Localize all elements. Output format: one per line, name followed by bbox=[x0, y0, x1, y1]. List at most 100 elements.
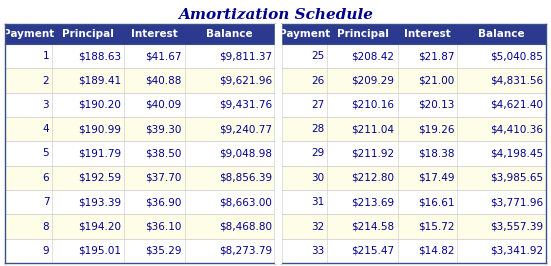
Text: $209.29: $209.29 bbox=[352, 76, 395, 85]
Text: $191.79: $191.79 bbox=[78, 148, 121, 159]
Text: $9,431.76: $9,431.76 bbox=[219, 100, 272, 110]
Text: $8,468.80: $8,468.80 bbox=[219, 222, 272, 231]
Text: Balance: Balance bbox=[207, 29, 253, 39]
Text: $16.61: $16.61 bbox=[418, 197, 454, 207]
Text: $9,048.98: $9,048.98 bbox=[219, 148, 272, 159]
Text: Amortization Schedule: Amortization Schedule bbox=[178, 8, 373, 22]
Text: $212.80: $212.80 bbox=[352, 173, 395, 183]
Text: $190.99: $190.99 bbox=[78, 124, 121, 134]
Text: $188.63: $188.63 bbox=[78, 51, 121, 61]
Bar bbox=[281, 24, 546, 44]
Text: $9,811.37: $9,811.37 bbox=[219, 51, 272, 61]
Text: $211.92: $211.92 bbox=[352, 148, 395, 159]
Text: $38.50: $38.50 bbox=[145, 148, 181, 159]
Bar bbox=[5, 24, 275, 44]
Text: $19.26: $19.26 bbox=[418, 124, 454, 134]
Text: 1: 1 bbox=[42, 51, 49, 61]
Text: $214.58: $214.58 bbox=[352, 222, 395, 231]
Text: $37.70: $37.70 bbox=[145, 173, 181, 183]
Bar bbox=[5, 68, 275, 93]
Bar bbox=[5, 214, 275, 239]
Text: 6: 6 bbox=[42, 173, 49, 183]
Text: $9,621.96: $9,621.96 bbox=[219, 76, 272, 85]
Text: 2: 2 bbox=[42, 76, 49, 85]
Bar bbox=[281, 239, 546, 263]
Bar bbox=[5, 117, 275, 141]
Text: 31: 31 bbox=[311, 197, 325, 207]
Text: $213.69: $213.69 bbox=[352, 197, 395, 207]
Bar bbox=[281, 214, 546, 239]
Text: 29: 29 bbox=[311, 148, 325, 159]
Bar bbox=[281, 190, 546, 214]
Text: $189.41: $189.41 bbox=[78, 76, 121, 85]
Text: $211.04: $211.04 bbox=[352, 124, 395, 134]
Text: 32: 32 bbox=[311, 222, 325, 231]
Text: $36.10: $36.10 bbox=[145, 222, 181, 231]
Bar bbox=[5, 93, 275, 117]
Text: Payment: Payment bbox=[279, 29, 330, 39]
Text: $17.49: $17.49 bbox=[418, 173, 454, 183]
Bar bbox=[275, 24, 281, 263]
Bar bbox=[281, 44, 546, 68]
Text: $8,273.79: $8,273.79 bbox=[219, 246, 272, 256]
Text: $3,557.39: $3,557.39 bbox=[490, 222, 543, 231]
Text: $192.59: $192.59 bbox=[78, 173, 121, 183]
Text: $208.42: $208.42 bbox=[352, 51, 395, 61]
Text: 30: 30 bbox=[311, 173, 325, 183]
Text: 28: 28 bbox=[311, 124, 325, 134]
Text: 33: 33 bbox=[311, 246, 325, 256]
Text: $15.72: $15.72 bbox=[418, 222, 454, 231]
Bar bbox=[5, 239, 275, 263]
Text: $18.38: $18.38 bbox=[418, 148, 454, 159]
Text: $39.30: $39.30 bbox=[145, 124, 181, 134]
Bar bbox=[5, 141, 275, 166]
Text: 4: 4 bbox=[42, 124, 49, 134]
Text: $195.01: $195.01 bbox=[78, 246, 121, 256]
Text: $8,856.39: $8,856.39 bbox=[219, 173, 272, 183]
Text: Interest: Interest bbox=[404, 29, 451, 39]
Text: $9,240.77: $9,240.77 bbox=[219, 124, 272, 134]
Text: $21.87: $21.87 bbox=[418, 51, 454, 61]
Text: $4,410.36: $4,410.36 bbox=[490, 124, 543, 134]
Text: $215.47: $215.47 bbox=[352, 246, 395, 256]
Text: 26: 26 bbox=[311, 76, 325, 85]
Text: $20.13: $20.13 bbox=[418, 100, 454, 110]
Text: Principal: Principal bbox=[62, 29, 114, 39]
Text: $8,663.00: $8,663.00 bbox=[219, 197, 272, 207]
Text: $190.20: $190.20 bbox=[78, 100, 121, 110]
Text: $194.20: $194.20 bbox=[78, 222, 121, 231]
Text: Balance: Balance bbox=[478, 29, 525, 39]
Bar bbox=[281, 117, 546, 141]
Text: $36.90: $36.90 bbox=[145, 197, 181, 207]
Bar bbox=[281, 68, 546, 93]
Text: $3,771.96: $3,771.96 bbox=[490, 197, 543, 207]
Bar bbox=[281, 166, 546, 190]
Text: $40.88: $40.88 bbox=[145, 76, 181, 85]
Text: $210.16: $210.16 bbox=[352, 100, 395, 110]
Text: 8: 8 bbox=[42, 222, 49, 231]
Text: $35.29: $35.29 bbox=[145, 246, 181, 256]
Text: 25: 25 bbox=[311, 51, 325, 61]
Bar bbox=[5, 190, 275, 214]
Text: Principal: Principal bbox=[337, 29, 388, 39]
Text: $4,831.56: $4,831.56 bbox=[490, 76, 543, 85]
Text: 7: 7 bbox=[42, 197, 49, 207]
Text: $41.67: $41.67 bbox=[145, 51, 181, 61]
Bar bbox=[281, 141, 546, 166]
Text: $40.09: $40.09 bbox=[145, 100, 181, 110]
Bar bbox=[5, 44, 275, 68]
Text: 27: 27 bbox=[311, 100, 325, 110]
Bar bbox=[281, 93, 546, 117]
Text: $5,040.85: $5,040.85 bbox=[490, 51, 543, 61]
Text: 9: 9 bbox=[42, 246, 49, 256]
Bar bbox=[5, 166, 275, 190]
Text: Payment: Payment bbox=[3, 29, 54, 39]
Text: $4,621.40: $4,621.40 bbox=[490, 100, 543, 110]
Text: $14.82: $14.82 bbox=[418, 246, 454, 256]
Text: $4,198.45: $4,198.45 bbox=[490, 148, 543, 159]
Text: 3: 3 bbox=[42, 100, 49, 110]
Text: $193.39: $193.39 bbox=[78, 197, 121, 207]
Text: 5: 5 bbox=[42, 148, 49, 159]
Text: $3,985.65: $3,985.65 bbox=[490, 173, 543, 183]
Text: $3,341.92: $3,341.92 bbox=[490, 246, 543, 256]
